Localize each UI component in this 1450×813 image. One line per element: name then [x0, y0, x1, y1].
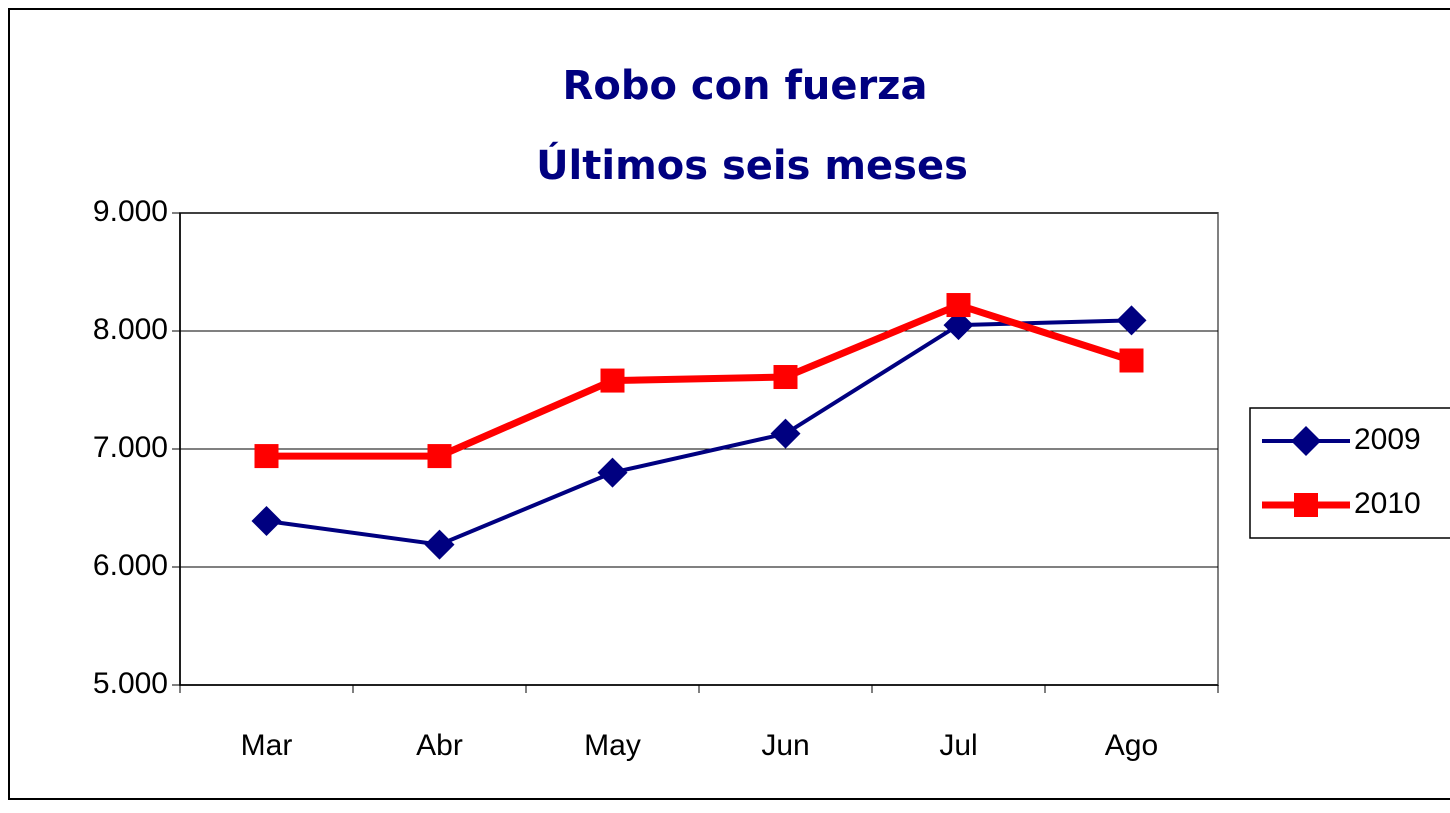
- y-tick-label: 6.000: [93, 549, 168, 582]
- marker: [943, 310, 974, 341]
- marker: [946, 293, 971, 318]
- marker: [251, 505, 282, 536]
- marker: [1116, 305, 1147, 336]
- legend-label: 2010: [1354, 487, 1421, 520]
- y-tick-label: 5.000: [93, 667, 168, 700]
- marker: [1294, 493, 1318, 517]
- y-tick-label: 8.000: [93, 313, 168, 346]
- marker: [424, 529, 455, 560]
- marker: [1291, 426, 1321, 456]
- legend-box: [1249, 407, 1450, 539]
- x-tick-label: Mar: [241, 729, 293, 762]
- series-line: [266, 301, 1133, 460]
- x-tick-label: Ago: [1105, 729, 1158, 762]
- marker: [600, 368, 625, 393]
- x-tick-label: May: [584, 729, 641, 762]
- marker: [254, 444, 279, 469]
- chart-title: Robo con fuerza: [563, 63, 928, 109]
- marker: [770, 418, 801, 449]
- x-tick-label: Abr: [416, 729, 463, 762]
- chart-subtitle: Últimos seis meses: [536, 141, 968, 189]
- y-tick-label: 7.000: [93, 431, 168, 464]
- marker: [427, 444, 452, 469]
- marker: [773, 365, 798, 390]
- marker: [1119, 348, 1144, 373]
- series-line: [266, 318, 1132, 547]
- marker: [597, 457, 628, 488]
- x-tick-label: Jul: [939, 729, 977, 762]
- legend-label: 2009: [1354, 423, 1421, 456]
- y-tick-label: 9.000: [93, 195, 168, 228]
- x-tick-label: Jun: [761, 729, 809, 762]
